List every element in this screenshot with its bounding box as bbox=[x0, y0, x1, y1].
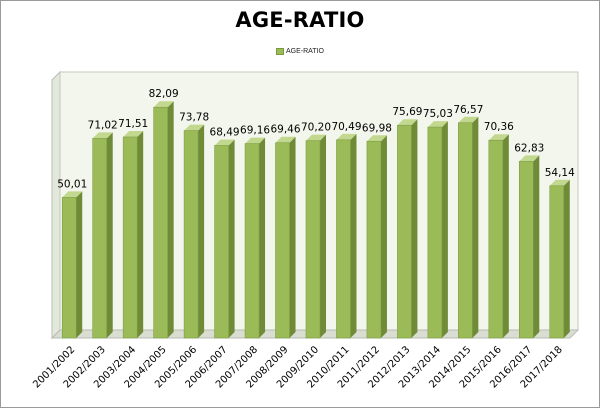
bar bbox=[122, 136, 138, 339]
bar-top bbox=[336, 133, 357, 140]
data-label: 69,46 bbox=[270, 124, 300, 136]
bar-top bbox=[427, 121, 448, 128]
bar-top bbox=[123, 130, 144, 137]
data-label: 69,98 bbox=[362, 122, 392, 134]
data-label: 68,49 bbox=[210, 126, 240, 138]
chart-legend: AGE-RATIO bbox=[0, 48, 600, 55]
bar bbox=[336, 139, 351, 339]
bar-side bbox=[289, 136, 296, 338]
bar bbox=[397, 124, 412, 339]
data-label: 70,36 bbox=[484, 121, 514, 133]
data-label: 69,16 bbox=[240, 125, 270, 137]
data-label: 76,57 bbox=[453, 104, 483, 116]
bar bbox=[518, 161, 534, 339]
legend-swatch bbox=[276, 48, 284, 55]
bar-top bbox=[275, 136, 296, 143]
bar-side bbox=[106, 132, 113, 338]
bar-side bbox=[472, 116, 479, 338]
side-wall bbox=[51, 70, 61, 340]
bar-top bbox=[305, 134, 327, 141]
bar bbox=[458, 122, 473, 339]
bar bbox=[549, 185, 565, 339]
bar-side bbox=[228, 139, 235, 338]
bar-side bbox=[137, 130, 144, 338]
bar-side bbox=[380, 135, 387, 338]
bar-top bbox=[62, 191, 83, 198]
bar bbox=[183, 130, 199, 339]
bar-top bbox=[366, 135, 387, 142]
bar-side bbox=[563, 179, 570, 338]
bar-side bbox=[533, 155, 540, 338]
bar-top bbox=[184, 124, 205, 131]
bar-top bbox=[92, 132, 113, 139]
data-label: 54,14 bbox=[545, 167, 575, 179]
bar-top bbox=[488, 134, 509, 141]
bar-side bbox=[350, 133, 357, 338]
bar-top bbox=[519, 155, 540, 162]
bar-side bbox=[411, 119, 418, 339]
bar-top bbox=[549, 179, 570, 186]
bar bbox=[153, 106, 168, 339]
data-label: 50,01 bbox=[57, 178, 87, 190]
bar-top bbox=[214, 139, 235, 146]
bar-side bbox=[259, 137, 266, 338]
bar bbox=[427, 126, 443, 339]
legend-label: AGE-RATIO bbox=[286, 48, 324, 55]
bar-top bbox=[397, 119, 418, 126]
bar-side bbox=[502, 134, 509, 338]
bar-side bbox=[167, 101, 174, 338]
chart-title: AGE-RATIO bbox=[235, 8, 365, 32]
bar bbox=[305, 140, 321, 339]
data-label: 75,69 bbox=[392, 106, 422, 118]
bar-top bbox=[458, 116, 479, 123]
bar-side bbox=[441, 121, 448, 338]
bar bbox=[366, 140, 382, 339]
bar bbox=[275, 142, 290, 339]
bar bbox=[61, 197, 77, 339]
data-label: 70,20 bbox=[301, 122, 331, 134]
bar-side bbox=[198, 124, 205, 338]
data-label: 71,51 bbox=[118, 118, 148, 130]
bar bbox=[488, 139, 504, 339]
data-label: 75,03 bbox=[423, 108, 453, 120]
bar bbox=[244, 143, 260, 339]
bar bbox=[92, 138, 108, 339]
data-label: 71,02 bbox=[88, 119, 118, 131]
data-label: 70,49 bbox=[331, 121, 361, 133]
data-label: 82,09 bbox=[149, 88, 179, 100]
data-label: 62,83 bbox=[514, 142, 544, 154]
bar-top bbox=[153, 101, 174, 108]
bar-side bbox=[76, 191, 83, 338]
bar-top bbox=[245, 137, 266, 144]
bar-side bbox=[320, 134, 327, 338]
bar bbox=[214, 145, 229, 339]
data-label: 73,78 bbox=[179, 112, 209, 124]
